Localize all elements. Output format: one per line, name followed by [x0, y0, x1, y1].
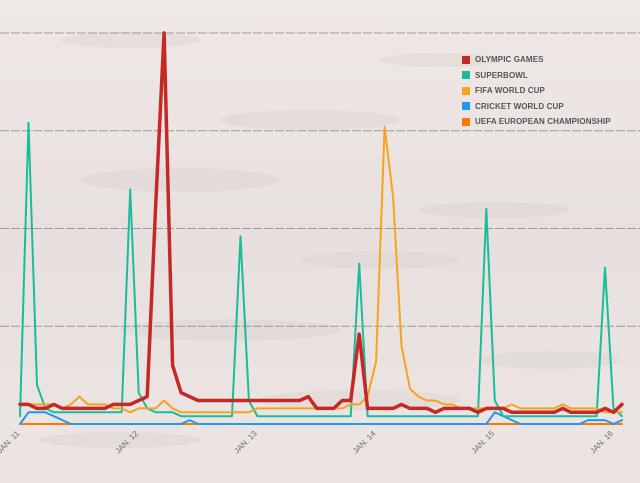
legend-label: OLYMPIC GAMES [475, 55, 544, 65]
legend-swatch [462, 117, 470, 126]
legend: OLYMPIC GAMES SUPERBOWL FIFA WORLD CUP C… [462, 52, 611, 130]
ripple [80, 168, 280, 192]
legend-swatch [462, 102, 470, 111]
legend-item-fifa-world-cup[interactable]: FIFA WORLD CUP [462, 83, 611, 99]
legend-label: CRICKET WORLD CUP [475, 101, 564, 111]
ripple [60, 32, 200, 48]
ripple [260, 390, 460, 410]
ripple [220, 110, 400, 130]
series-line-olympic-games[interactable] [18, 31, 624, 415]
ripple [420, 202, 570, 218]
legend-item-superbowl[interactable]: SUPERBOWL [462, 68, 611, 84]
legend-label: SUPERBOWL [475, 70, 528, 80]
ripple [120, 319, 340, 341]
legend-swatch [462, 71, 470, 80]
ripple [40, 432, 200, 448]
legend-label: FIFA WORLD CUP [475, 86, 545, 96]
legend-label: UEFA EUROPEAN CHAMPIONSHIP [475, 117, 611, 127]
legend-item-cricket-world-cup[interactable]: CRICKET WORLD CUP [462, 99, 611, 115]
legend-swatch [462, 86, 470, 95]
grid-lines [0, 32, 640, 327]
series-line-superbowl[interactable] [19, 121, 623, 418]
legend-item-olympic-games[interactable]: OLYMPIC GAMES [462, 52, 611, 68]
ripple [480, 351, 620, 369]
legend-item-uefa-european-championship[interactable]: UEFA EUROPEAN CHAMPIONSHIP [462, 114, 611, 130]
legend-swatch [462, 55, 470, 64]
ripple [380, 53, 500, 67]
water-texture [40, 32, 620, 448]
series-line-cricket-world-cup[interactable] [19, 411, 623, 425]
series-lines [18, 31, 624, 425]
